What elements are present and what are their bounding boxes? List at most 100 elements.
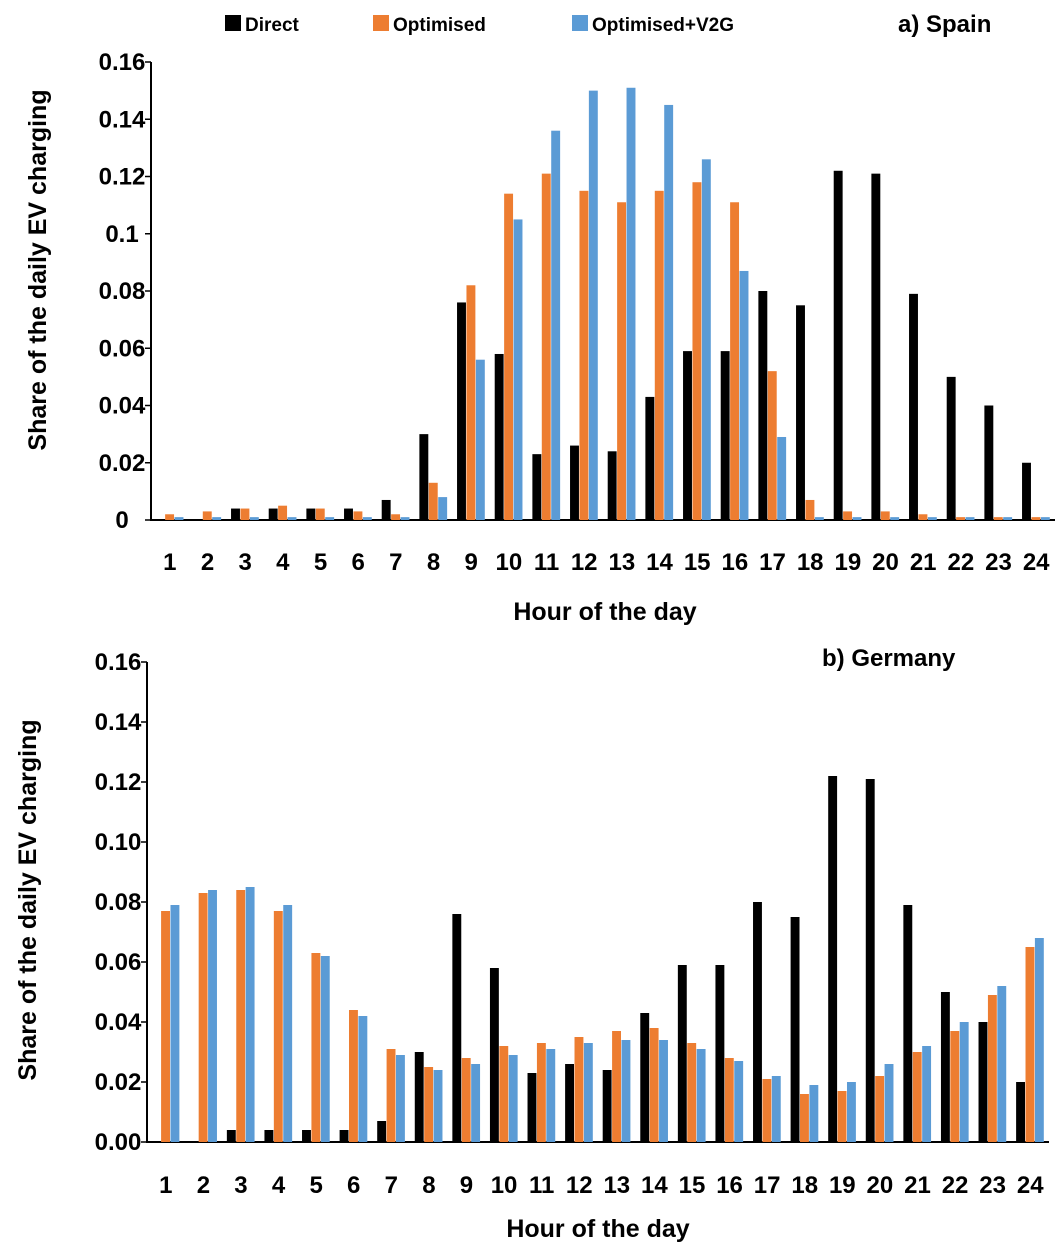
y-axis-title-germany: Share of the daily EV charging xyxy=(14,719,42,1080)
bar-optimised-hour-7 xyxy=(391,514,401,520)
bar-optimised-v2g-hour-24 xyxy=(1040,517,1050,520)
chart-panel-spain: a) Spain Share of the daily EV charging … xyxy=(24,11,1055,626)
bar-direct-hour-22 xyxy=(946,376,956,521)
x-tick-label: 3 xyxy=(234,1172,247,1199)
bar-direct-hour-17 xyxy=(758,291,768,520)
bar-optimised-hour-15 xyxy=(687,1043,697,1142)
x-tick-label: 8 xyxy=(427,549,440,576)
bar-optimised-hour-18 xyxy=(805,499,815,520)
bar-direct-hour-16 xyxy=(715,965,725,1142)
bar-optimised-v2g-hour-11 xyxy=(546,1049,556,1142)
bar-optimised-v2g-hour-1 xyxy=(170,905,180,1142)
legend-label-optimised-v2g: Optimised+V2G xyxy=(592,15,734,36)
panel-title-germany: b) Germany xyxy=(822,645,956,672)
bar-direct-hour-15 xyxy=(677,965,687,1142)
bar-optimised-hour-16 xyxy=(730,202,740,520)
bar-direct-hour-13 xyxy=(602,1070,612,1142)
bar-direct-hour-23 xyxy=(984,405,994,520)
bar-direct-hour-3 xyxy=(231,508,240,520)
bar-optimised-v2g-hour-22 xyxy=(965,517,975,520)
bar-optimised-hour-19 xyxy=(837,1091,847,1142)
bar-optimised-hour-19 xyxy=(843,511,853,520)
bar-direct-hour-21 xyxy=(909,293,918,520)
bar-direct-hour-6 xyxy=(344,508,353,520)
bar-direct-hour-9 xyxy=(457,302,466,520)
bar-direct-hour-4 xyxy=(268,508,278,520)
bar-optimised-hour-12 xyxy=(574,1037,584,1142)
bar-direct-hour-21 xyxy=(903,905,913,1142)
bar-direct-hour-20 xyxy=(865,779,875,1142)
bar-optimised-v2g-hour-20 xyxy=(890,517,900,520)
y-tick-label: 0.06 xyxy=(99,335,146,362)
bar-optimised-hour-22 xyxy=(950,1031,960,1142)
x-tick-label: 22 xyxy=(947,549,974,576)
bar-optimised-hour-9 xyxy=(461,1058,471,1142)
bar-optimised-hour-17 xyxy=(767,371,777,520)
bar-optimised-hour-5 xyxy=(315,508,325,520)
bar-direct-hour-4 xyxy=(264,1130,274,1142)
x-tick-label: 24 xyxy=(1017,1172,1044,1199)
legend-label-optimised: Optimised xyxy=(393,15,486,36)
bar-optimised-v2g-hour-21 xyxy=(922,1046,932,1142)
x-tick-label: 21 xyxy=(910,549,937,576)
bar-optimised-hour-20 xyxy=(875,1076,885,1142)
bar-direct-hour-9 xyxy=(452,914,462,1142)
bar-optimised-v2g-hour-7 xyxy=(395,1055,405,1142)
bar-optimised-v2g-hour-19 xyxy=(852,517,862,520)
bar-direct-hour-5 xyxy=(302,1130,311,1142)
bar-optimised-v2g-hour-5 xyxy=(320,956,330,1142)
bar-optimised-v2g-hour-17 xyxy=(777,436,787,520)
y-tick-label: 0.14 xyxy=(99,106,146,133)
bar-direct-hour-16 xyxy=(720,351,730,520)
bar-optimised-v2g-hour-7 xyxy=(400,517,410,520)
bar-optimised-v2g-hour-6 xyxy=(362,517,372,520)
bar-optimised-v2g-hour-21 xyxy=(927,517,937,520)
bar-optimised-v2g-hour-24 xyxy=(1034,938,1044,1142)
y-tick-label: 0.14 xyxy=(95,709,142,736)
x-tick-label: 20 xyxy=(867,1172,894,1199)
bar-optimised-v2g-hour-13 xyxy=(621,1040,631,1142)
x-tick-label: 5 xyxy=(309,1172,322,1199)
x-tick-label: 1 xyxy=(159,1172,172,1199)
bar-optimised-v2g-hour-4 xyxy=(283,905,293,1142)
x-tick-label: 6 xyxy=(351,549,364,576)
y-ticks-spain: 0 0.02 0.04 0.06 0.08 0.1 0.12 0.14 0.16 xyxy=(99,49,151,534)
bar-direct-hour-8 xyxy=(414,1052,424,1142)
y-tick-label: 0.12 xyxy=(99,164,146,191)
bar-direct-hour-19 xyxy=(828,776,838,1142)
bar-optimised-hour-3 xyxy=(240,508,250,520)
bar-optimised-v2g-hour-3 xyxy=(245,887,255,1142)
bar-optimised-v2g-hour-13 xyxy=(626,87,636,520)
x-tick-label: 14 xyxy=(641,1172,668,1199)
x-ticks-spain: 1 2 3 4 5 6 7 8 9 10 11 12 13 14 15 16 17 18 19 20 21 22 23 24 xyxy=(163,549,1050,576)
bar-optimised-hour-24 xyxy=(1031,517,1041,520)
bar-optimised-v2g-hour-18 xyxy=(809,1085,819,1142)
x-tick-label: 12 xyxy=(566,1172,593,1199)
bar-optimised-v2g-hour-14 xyxy=(664,104,674,520)
bar-optimised-hour-10 xyxy=(504,193,514,520)
bar-optimised-hour-17 xyxy=(762,1079,772,1142)
x-tick-label: 23 xyxy=(985,549,1012,576)
x-tick-label: 3 xyxy=(238,549,251,576)
x-tick-label: 11 xyxy=(529,1172,554,1199)
bar-optimised-hour-2 xyxy=(198,893,208,1142)
bar-optimised-hour-14 xyxy=(649,1028,659,1142)
bar-optimised-v2g-hour-9 xyxy=(475,359,485,520)
bar-optimised-v2g-hour-19 xyxy=(846,1082,856,1142)
bar-optimised-hour-22 xyxy=(956,517,966,520)
bar-optimised-v2g-hour-23 xyxy=(997,986,1007,1142)
y-tick-label: 0.02 xyxy=(99,450,146,477)
x-tick-label: 14 xyxy=(646,549,673,576)
y-tick-label: 0.10 xyxy=(95,829,142,856)
bar-direct-hour-12 xyxy=(565,1064,575,1142)
legend-swatch-direct xyxy=(225,15,241,31)
bar-optimised-v2g-hour-1 xyxy=(174,517,184,520)
bar-direct-hour-10 xyxy=(489,968,499,1142)
x-ticks-germany: 1 2 3 4 5 6 7 8 9 10 11 12 13 14 15 16 17 18 19 20 21 22 23 24 xyxy=(159,1172,1044,1199)
x-tick-label: 24 xyxy=(1023,549,1050,576)
x-tick-label: 19 xyxy=(829,1172,856,1199)
bar-optimised-hour-4 xyxy=(278,505,288,520)
bar-direct-hour-19 xyxy=(833,170,843,520)
bar-optimised-hour-2 xyxy=(202,511,212,520)
y-tick-label: 0.04 xyxy=(95,1009,142,1036)
